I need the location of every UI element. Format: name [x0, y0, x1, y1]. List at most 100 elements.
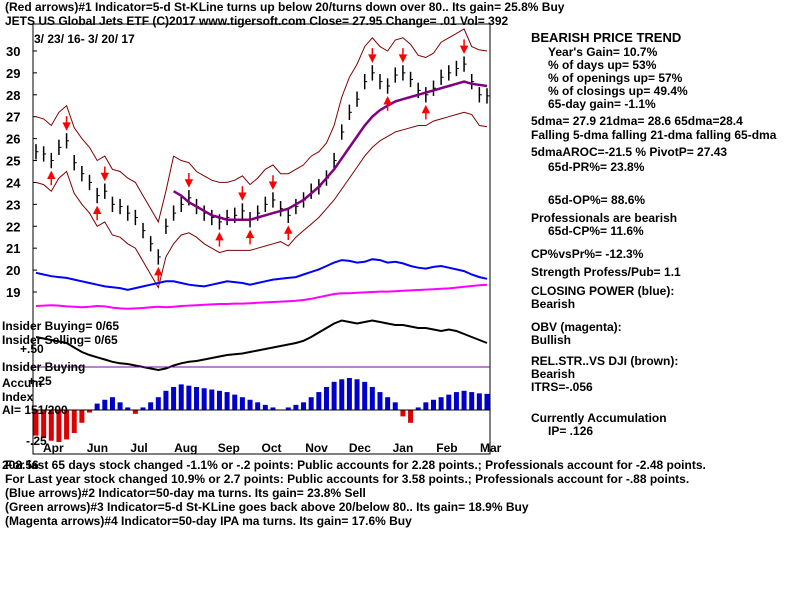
stat-op: 65d-OP%= 88.6% [548, 193, 646, 207]
y-tick-label: 20 [6, 263, 20, 278]
y-tick-label: 29 [6, 66, 20, 81]
accum-bar [346, 378, 352, 410]
accum-bar [148, 402, 154, 410]
accum-bar [377, 392, 383, 410]
value-minus-025: -.25 [26, 434, 47, 448]
y-tick-label: 23 [6, 197, 20, 212]
sell-arrow [368, 48, 377, 63]
date-range: 3/ 23/ 16- 3/ 20/ 17 [34, 32, 135, 46]
accum-bar [476, 393, 482, 410]
accum-bar [270, 407, 276, 410]
stat-strength: Strength Profess/Pub= 1.1 [531, 265, 681, 279]
month-label: Mar [480, 441, 502, 455]
y-tick-label: 22 [6, 219, 20, 234]
lower-band [35, 111, 488, 289]
month-label: Aug [174, 441, 197, 455]
y-tick-label: 30 [6, 44, 20, 59]
accum-bar [362, 381, 368, 410]
accum-bar [194, 386, 200, 410]
accum-bar [87, 410, 93, 413]
header-indicator-1: (Red arrows)#1 Indicator=5-d St-KLine tu… [5, 0, 565, 14]
y-tick-label: 27 [6, 110, 20, 125]
accum-bar [224, 392, 230, 410]
accum-bar [232, 394, 238, 410]
accum-bar [293, 404, 299, 410]
accum-bar [262, 404, 268, 410]
accum-bar [255, 402, 261, 410]
buy-arrow [383, 96, 392, 111]
accum-bar [354, 379, 360, 410]
index-label: Index [2, 390, 34, 404]
y-tick-label: 26 [6, 132, 20, 147]
chart-frame [32, 23, 491, 455]
accum-label: Accum [2, 376, 43, 390]
accum-bar [446, 394, 452, 410]
accum-bar [132, 410, 138, 414]
obv-line [35, 283, 488, 310]
closing-power-line [35, 258, 488, 291]
footer-year: For Last year stock changed 10.9% or 2.7… [5, 472, 690, 486]
accum-bar [301, 402, 307, 410]
sell-arrow [100, 166, 110, 182]
stat-cpvspr: CP%vsPr%= -12.3% [531, 247, 644, 261]
accum-bar [423, 402, 429, 410]
footer-green-arrows: (Green arrows)#3 Indicator=5-d St-KLine … [5, 500, 529, 514]
accum-bar [109, 397, 115, 410]
insider-buying-label: Insider Buying= 0/65 [2, 319, 120, 333]
accum-bar [163, 390, 169, 410]
buy-arrow [215, 231, 224, 247]
stat-cp: 65d-CP%= 11.6% [548, 224, 644, 238]
accum-bar [201, 388, 207, 410]
accum-bar [308, 397, 314, 410]
month-label: Feb [436, 441, 457, 455]
buy-arrow [92, 205, 102, 221]
footer-blue-arrows: (Blue arrows)#2 Indicator=50-day ma turn… [5, 486, 366, 500]
month-label: Nov [305, 441, 328, 455]
y-tick-label: 24 [6, 175, 21, 190]
month-label: Dec [349, 441, 371, 455]
buy-arrow [47, 170, 56, 186]
accum-bar [48, 410, 54, 441]
buy-arrow [245, 229, 255, 245]
accum-bar [117, 402, 123, 410]
stats-title: BEARISH PRICE TREND [531, 30, 682, 45]
accum-bar [64, 410, 70, 440]
header-ticker-line: JETS US Global Jets ETF (C)2017 www.tige… [5, 14, 509, 28]
buy-arrow [154, 266, 163, 282]
accum-bar [438, 397, 444, 410]
stat-65day-gain: 65-day gain= -1.1% [548, 97, 656, 111]
stat-obv: OBV (magenta): [531, 320, 622, 334]
cut-value: 208.56 [2, 458, 39, 472]
stat-cp-state: Bearish [531, 297, 576, 311]
month-label: Oct [262, 441, 282, 455]
sell-arrow [268, 175, 278, 190]
value-plus-025: +.25 [28, 374, 52, 388]
stat-relstr: REL.STR..VS DJI (brown): [531, 354, 679, 368]
stat-dma: 5dma= 27.9 21dma= 28.6 65dma=28.4 [531, 114, 743, 128]
y-tick-label: 19 [6, 285, 20, 300]
buy-arrow [421, 104, 431, 120]
accum-bar [484, 393, 490, 410]
stat-obv-state: Bullish [531, 333, 572, 347]
accum-bar [369, 386, 375, 410]
accum-bar [339, 379, 345, 410]
accum-bar [285, 407, 291, 410]
accum-bar [461, 390, 467, 410]
accum-bar [408, 410, 414, 423]
accum-bar [216, 390, 222, 410]
accum-bar [430, 399, 436, 410]
accum-bar [415, 407, 421, 410]
accum-bar [209, 389, 215, 410]
relstr-line [35, 319, 488, 372]
accum-bar [323, 386, 329, 410]
value-plus-050: +.50 [20, 342, 44, 356]
accum-bar [140, 407, 146, 410]
stat-accum: Currently Accumulation [531, 411, 667, 425]
footer-magenta-arrows: (Magenta arrows)#4 Indicator=50-day IPA … [5, 514, 412, 528]
stat-days-up: % of days up= 53% [548, 58, 657, 72]
footer-65day: For last 65 days stock changed -1.1% or … [5, 458, 706, 472]
sell-arrow [459, 39, 469, 55]
accum-bar [171, 386, 177, 410]
stat-pr: 65d-PR%= 23.8% [548, 160, 645, 174]
